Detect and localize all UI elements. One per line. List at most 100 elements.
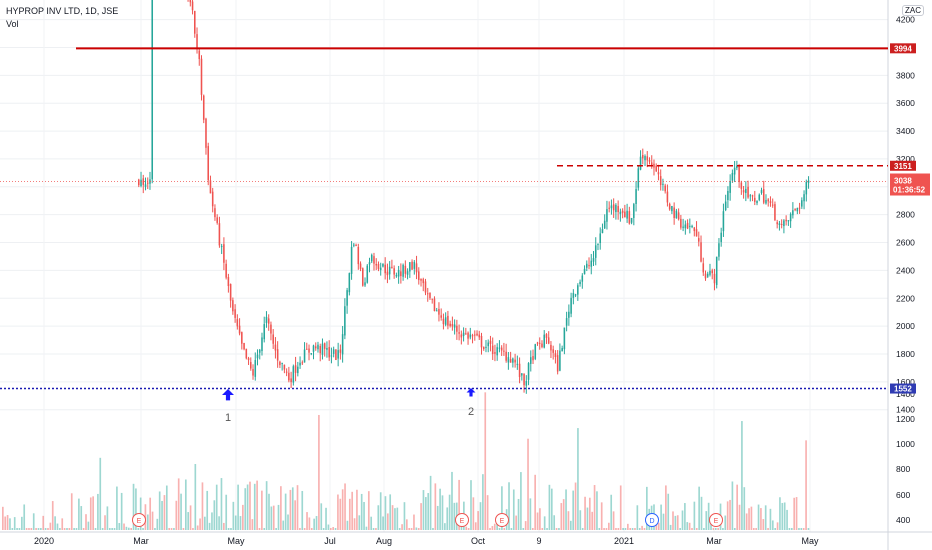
volume-bar bbox=[242, 504, 244, 530]
event-label: E bbox=[460, 518, 465, 525]
candle-body bbox=[205, 118, 207, 148]
candle-body bbox=[516, 363, 519, 365]
event-label: E bbox=[714, 518, 719, 525]
volume-bar bbox=[358, 515, 361, 530]
volume-bar bbox=[299, 528, 301, 530]
candle-body bbox=[644, 155, 646, 161]
volume-bar bbox=[436, 505, 439, 530]
volume-bar bbox=[546, 528, 548, 530]
volume-bar bbox=[25, 528, 28, 530]
volume-bar bbox=[703, 528, 705, 530]
volume-bar bbox=[729, 499, 731, 530]
volume-bar bbox=[182, 528, 185, 530]
volume-bar bbox=[344, 483, 346, 530]
volume-bar bbox=[779, 497, 781, 530]
volume-bar bbox=[562, 499, 565, 530]
candle-body bbox=[512, 358, 514, 363]
candle-body bbox=[745, 188, 747, 193]
volume-bar bbox=[215, 484, 218, 530]
candle-body bbox=[346, 290, 348, 306]
candle-body bbox=[366, 265, 369, 283]
volume-bar bbox=[142, 528, 144, 530]
volume-bar bbox=[75, 528, 78, 530]
volume-bar bbox=[4, 516, 7, 530]
candle-body bbox=[391, 266, 393, 268]
recent-high-tag-text: 3151 bbox=[894, 162, 912, 171]
candle-body bbox=[742, 190, 745, 193]
candle-body bbox=[344, 306, 346, 336]
candle-body bbox=[686, 222, 689, 229]
candle-body bbox=[617, 206, 619, 213]
volume-bar bbox=[356, 489, 358, 530]
candle-body bbox=[283, 364, 286, 370]
volume-bar bbox=[733, 528, 736, 530]
candle-body bbox=[312, 345, 315, 352]
candle-body bbox=[693, 227, 696, 232]
volume-bar bbox=[158, 491, 161, 530]
volume-bar bbox=[85, 514, 87, 530]
volume-tick-label: 400 bbox=[896, 515, 910, 525]
candle-body bbox=[294, 365, 297, 373]
volume-bar bbox=[672, 511, 674, 530]
volume-bar bbox=[760, 508, 762, 530]
candle-body bbox=[664, 185, 666, 192]
candle-body bbox=[252, 369, 254, 376]
candle-body bbox=[433, 298, 436, 312]
volume-tick-label: 1000 bbox=[896, 439, 915, 449]
candle-body bbox=[288, 372, 290, 381]
volume-bar bbox=[101, 528, 104, 530]
price-tick-label: 1800 bbox=[896, 349, 915, 359]
candle-body bbox=[682, 226, 684, 228]
candle-body bbox=[140, 179, 142, 187]
volume-bar bbox=[21, 516, 23, 530]
candle-body bbox=[447, 315, 449, 326]
symbol-title[interactable]: HYPROP INV LTD, 1D, JSE bbox=[6, 6, 119, 16]
candle-body bbox=[673, 207, 675, 219]
candle-body bbox=[144, 184, 147, 187]
candle-body bbox=[265, 316, 268, 323]
volume-bar bbox=[717, 528, 719, 530]
volume-bar bbox=[161, 500, 163, 530]
volume-bar bbox=[270, 506, 273, 530]
volume-bar bbox=[391, 505, 394, 530]
candle-body bbox=[330, 355, 333, 357]
candle-body bbox=[368, 262, 371, 265]
arrow-1 bbox=[222, 389, 234, 401]
volume-bar bbox=[743, 487, 746, 530]
candle-body bbox=[438, 308, 440, 315]
volume-bar bbox=[415, 527, 418, 530]
candle-body bbox=[521, 373, 523, 376]
volume-bar bbox=[598, 528, 601, 530]
candle-body bbox=[350, 246, 353, 274]
candle-body bbox=[615, 204, 617, 213]
volume-bar bbox=[534, 474, 536, 530]
volume-bar bbox=[705, 511, 708, 530]
volume-bar bbox=[774, 528, 777, 530]
volume-bar bbox=[56, 523, 59, 530]
candle-body bbox=[720, 232, 722, 242]
volume-bar bbox=[722, 528, 724, 530]
currency-badge[interactable]: ZAC bbox=[902, 5, 924, 16]
volume-bar bbox=[220, 478, 223, 530]
volume-bar bbox=[289, 489, 292, 530]
candle-body bbox=[480, 336, 483, 348]
volume-bar bbox=[104, 515, 106, 530]
volume-bar bbox=[503, 528, 506, 530]
volume-legend[interactable]: Vol bbox=[6, 19, 19, 29]
candle-body bbox=[234, 309, 236, 318]
candle-body bbox=[395, 275, 398, 277]
volume-bar bbox=[679, 528, 681, 530]
candle-body bbox=[597, 243, 599, 245]
candle-body bbox=[202, 95, 205, 120]
volume-bar bbox=[695, 528, 698, 530]
candle-body bbox=[444, 317, 447, 325]
candle-body bbox=[337, 350, 339, 359]
volume-bar bbox=[417, 528, 420, 530]
volume-bar bbox=[501, 486, 503, 530]
price-tick-label: 2400 bbox=[896, 265, 915, 275]
volume-bar bbox=[567, 511, 570, 530]
candle-body bbox=[290, 378, 292, 383]
volume-bar bbox=[508, 482, 510, 530]
volume-bar bbox=[596, 491, 598, 530]
